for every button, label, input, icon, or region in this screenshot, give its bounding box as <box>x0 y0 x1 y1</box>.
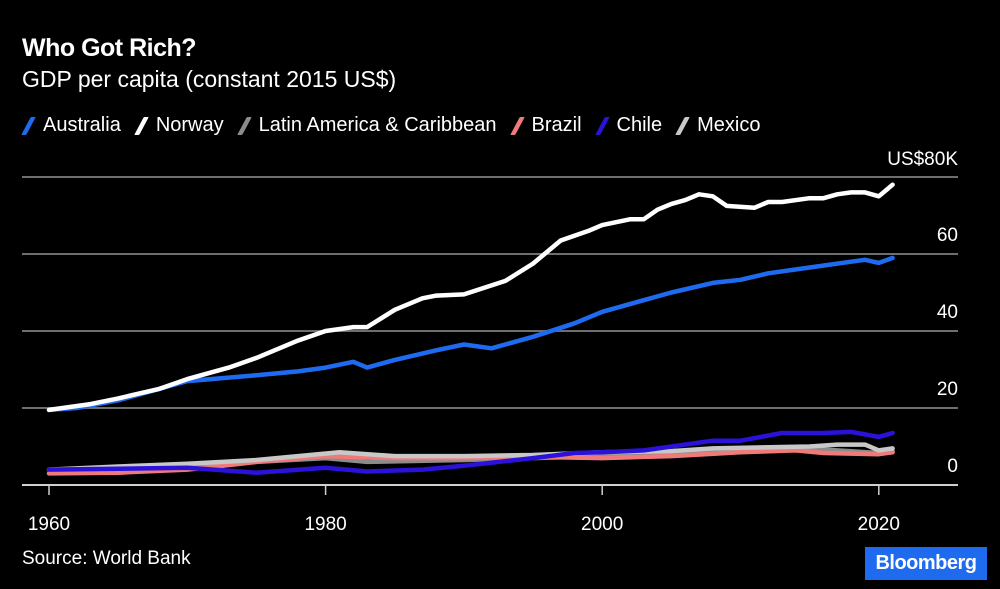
legend-item: Norway <box>134 114 224 137</box>
x-tick-label: 1980 <box>304 514 346 535</box>
x-tick-label: 2000 <box>581 514 623 535</box>
legend-item: Mexico <box>675 114 761 137</box>
legend-item: Chile <box>594 114 663 137</box>
legend-item: Brazil <box>509 114 582 137</box>
bloomberg-logo: Bloomberg <box>865 547 987 580</box>
y-tick-label: 20 <box>937 379 958 400</box>
legend-label: Australia <box>43 114 121 136</box>
x-tick-label: 2020 <box>858 514 900 535</box>
legend-label: Brazil <box>531 114 582 136</box>
chart-title: Who Got Rich? <box>22 34 197 62</box>
chart-subtitle: GDP per capita (constant 2015 US$) <box>22 66 397 92</box>
legend-item: Australia <box>21 114 121 137</box>
legend-label: Latin America & Caribbean <box>258 114 497 136</box>
x-tick-label: 1960 <box>28 514 70 535</box>
y-tick-label: 60 <box>937 225 958 246</box>
series-line-australia <box>46 255 895 413</box>
legend-label: Chile <box>616 114 663 136</box>
legend: Australia Norway Latin America & Caribbean… <box>21 114 774 137</box>
legend-item: Latin America & Caribbean <box>236 114 497 137</box>
legend-label: Norway <box>155 114 224 136</box>
y-tick-label: US$80K <box>887 149 958 170</box>
y-tick-label: 0 <box>947 456 958 477</box>
series-line-chile <box>46 429 895 475</box>
source-note: Source: World Bank <box>22 548 191 569</box>
y-tick-label: 40 <box>937 302 958 323</box>
legend-label: Mexico <box>697 114 761 136</box>
series-line-norway <box>46 182 895 413</box>
